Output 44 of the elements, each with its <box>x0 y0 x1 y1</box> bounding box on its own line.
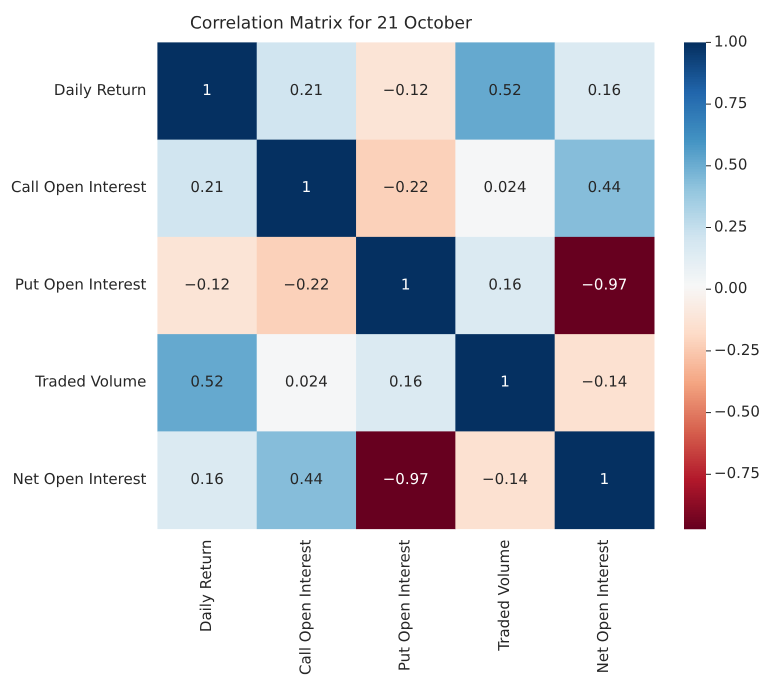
data-label: 0.21 <box>190 178 224 196</box>
color-bar-label: 0.50 <box>714 156 748 174</box>
x-tick-label: Daily Return <box>196 540 215 632</box>
x-tick-label: Put Open Interest <box>396 539 414 672</box>
data-label: 0.44 <box>588 178 622 196</box>
color-bar-label: −0.25 <box>714 340 760 359</box>
data-label: −0.12 <box>382 80 429 99</box>
data-label: −0.97 <box>581 275 628 294</box>
data-label: 0.44 <box>290 470 324 488</box>
y-tick-label: Net Open Interest <box>12 470 147 488</box>
data-label: 1 <box>500 372 510 391</box>
y-tick-label: Daily Return <box>54 80 146 99</box>
data-label: −0.97 <box>382 470 429 488</box>
data-label: 1 <box>302 178 312 196</box>
color-bar-label: −0.75 <box>714 464 760 482</box>
data-label: −0.14 <box>482 470 528 488</box>
data-label: 0.16 <box>190 470 224 488</box>
data-label: −0.22 <box>283 275 330 294</box>
chart-title: Correlation Matrix for 21 October <box>190 14 472 34</box>
data-label: 0.16 <box>488 275 522 294</box>
data-label: −0.12 <box>184 275 230 294</box>
y-tick-label: Call Open Interest <box>10 178 147 196</box>
data-label: −0.22 <box>382 178 429 196</box>
data-label: 0.024 <box>284 372 328 391</box>
x-tick-label: Traded Volume <box>494 540 513 652</box>
data-label: −0.14 <box>581 372 628 391</box>
data-label: 0.52 <box>488 80 522 99</box>
data-label: 0.52 <box>190 372 224 391</box>
data-label: 1 <box>202 80 212 99</box>
data-label: 0.21 <box>290 80 324 99</box>
color-bar-label: 0.25 <box>714 217 748 236</box>
color-bar-label: 0.00 <box>714 279 748 298</box>
y-tick-label: Put Open Interest <box>14 275 147 294</box>
color-bar-label: 0.75 <box>714 94 748 112</box>
data-label: 1 <box>400 275 410 294</box>
y-tick-label: Traded Volume <box>34 372 146 391</box>
data-label: 0.024 <box>484 178 526 196</box>
data-label: 0.16 <box>389 372 422 391</box>
color-bar-label: 1.00 <box>714 32 748 50</box>
color-bar-label: −0.50 <box>714 402 760 420</box>
data-label: 0.16 <box>588 80 622 99</box>
data-label: 1 <box>600 470 610 488</box>
x-tick-label: Call Open Interest <box>296 539 314 676</box>
x-tick-label: Net Open Interest <box>594 539 612 674</box>
